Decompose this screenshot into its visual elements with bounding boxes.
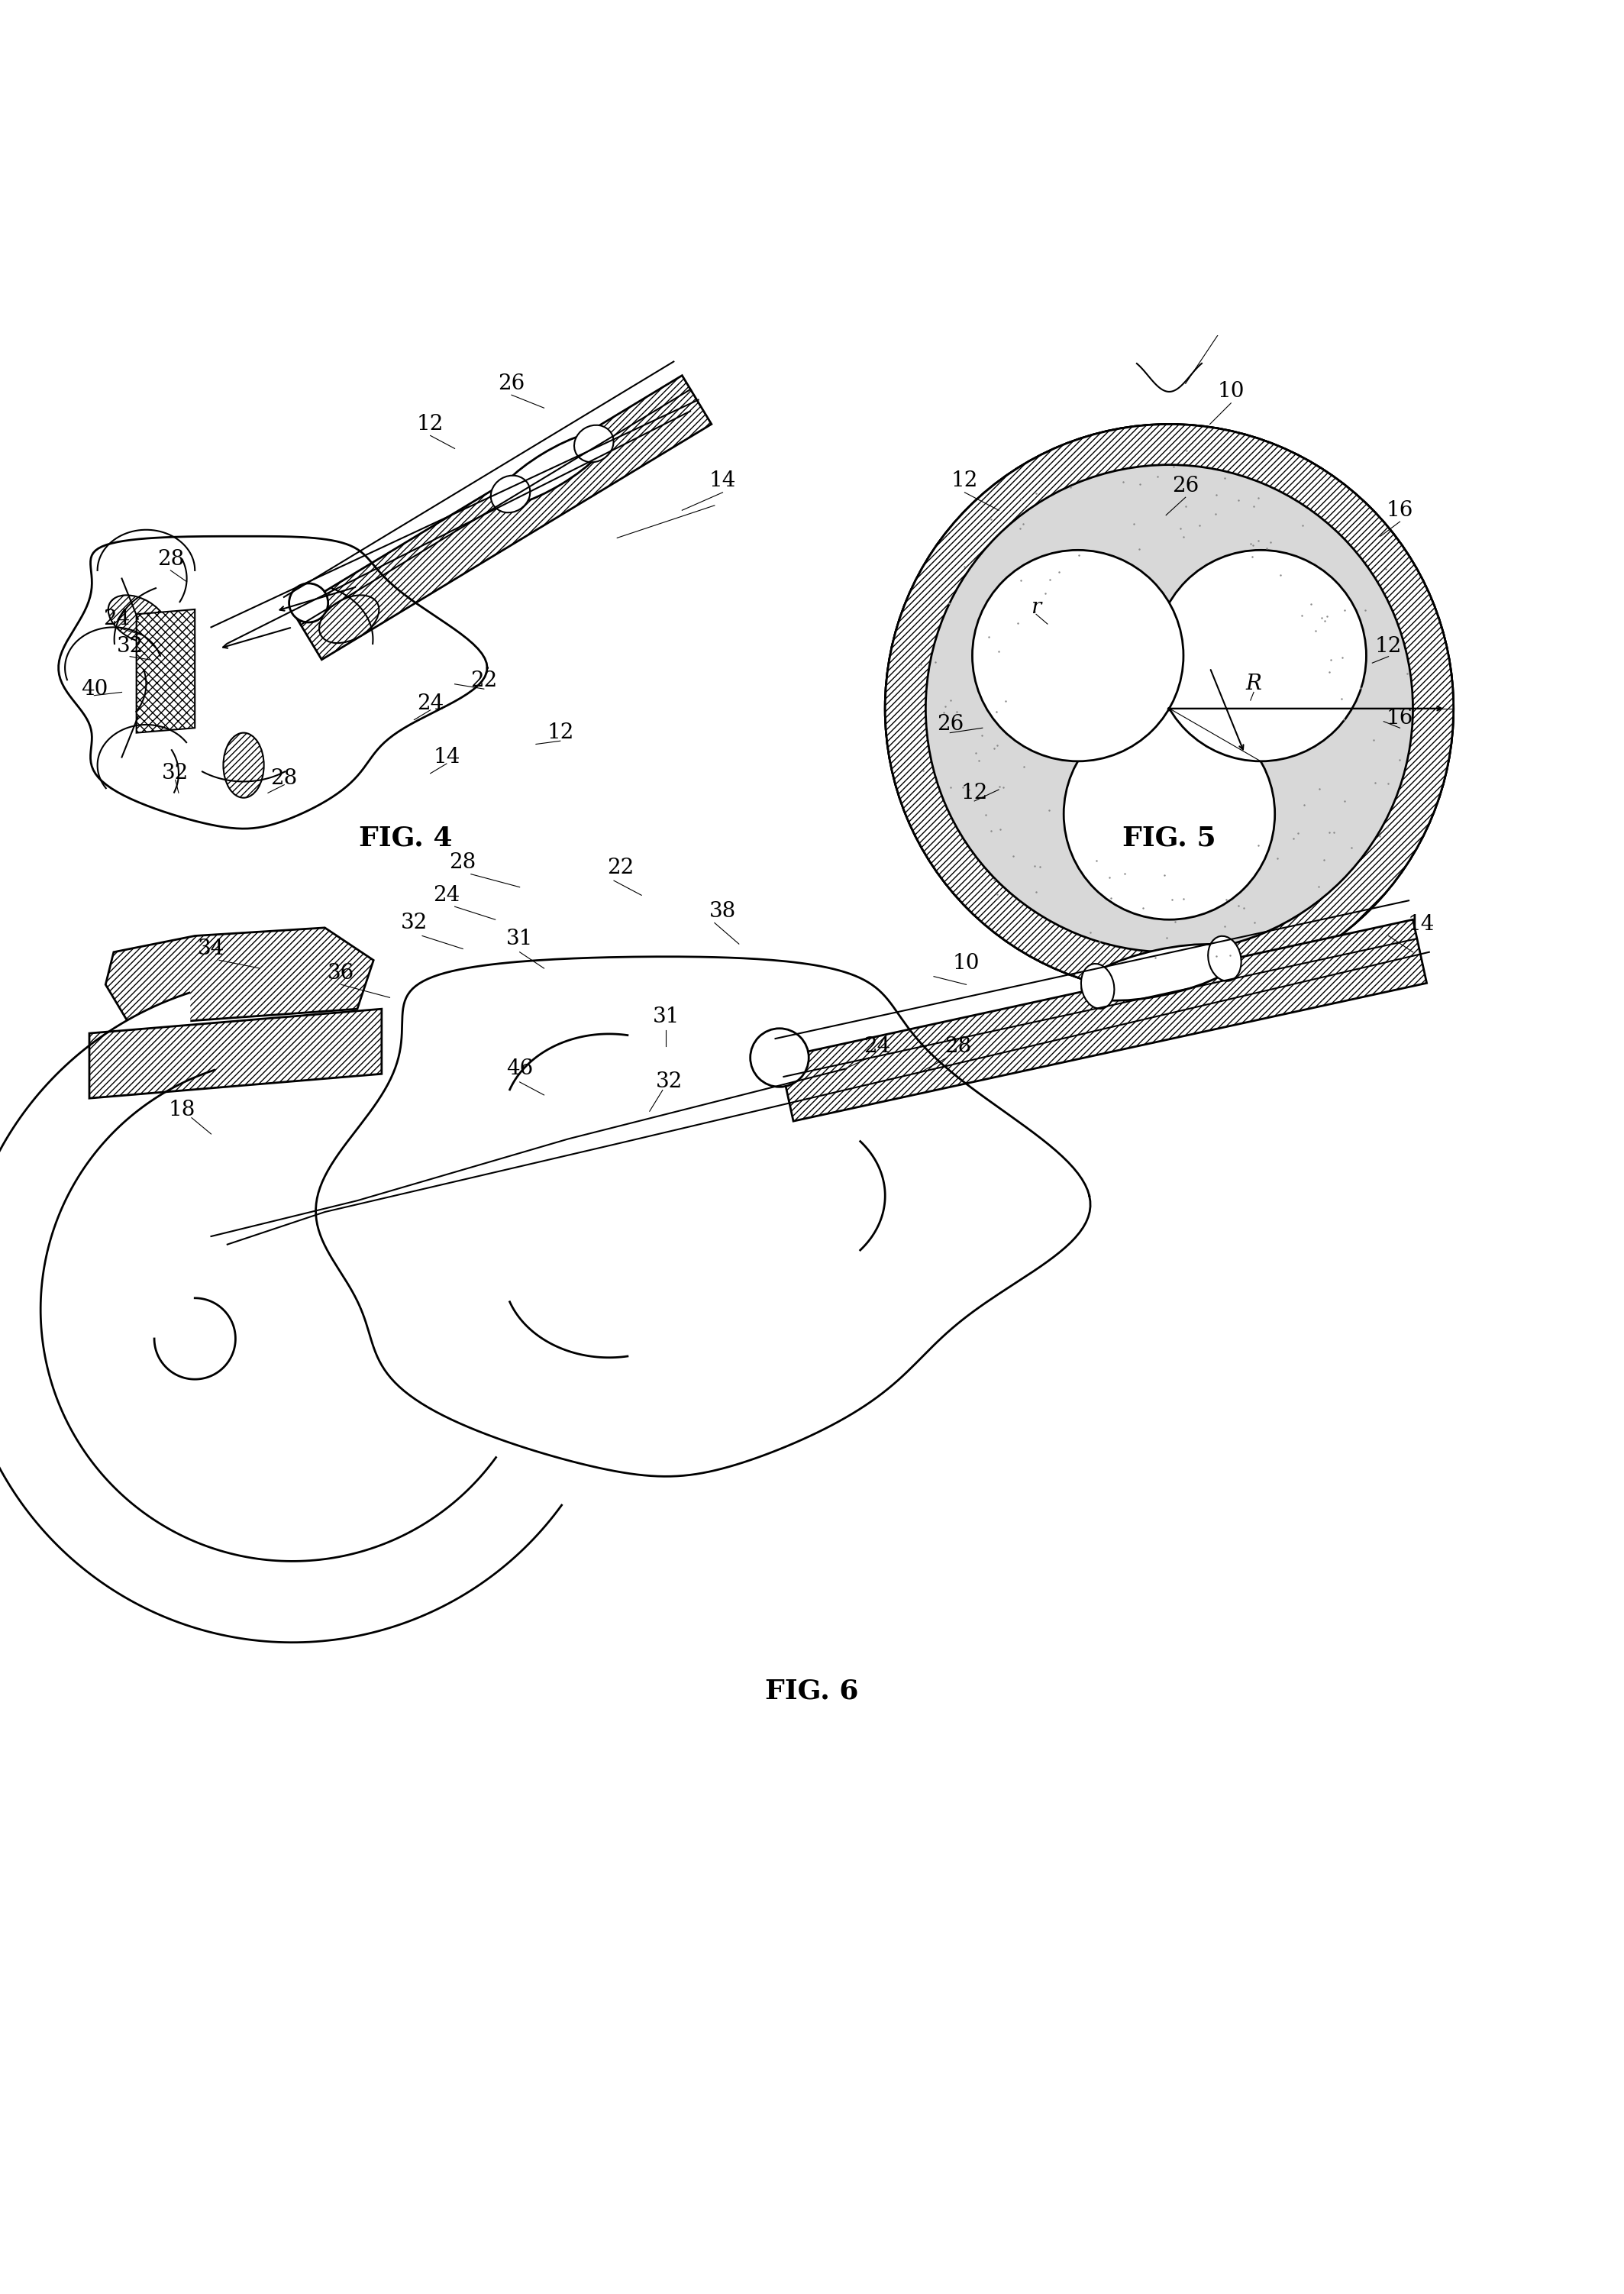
Circle shape [973,551,1184,762]
Text: 38: 38 [710,902,736,922]
Text: 12: 12 [952,470,978,491]
Circle shape [1064,709,1275,920]
Text: 14: 14 [434,748,460,768]
Text: 32: 32 [656,1071,682,1092]
Text: 22: 22 [607,858,633,879]
Text: 46: 46 [507,1060,533,1080]
Text: 12: 12 [1376,635,1402,656]
Ellipse shape [1082,945,1241,1000]
Text: 24: 24 [864,1037,890,1058]
Text: 26: 26 [1173,475,1199,496]
Text: 31: 31 [653,1007,679,1028]
Circle shape [289,583,328,622]
Polygon shape [292,376,711,661]
Text: 16: 16 [1387,500,1413,521]
Text: 16: 16 [1387,709,1413,729]
Text: 26: 26 [499,374,525,395]
Text: 34: 34 [198,938,224,959]
Text: 24: 24 [434,885,460,906]
Ellipse shape [1208,936,1241,982]
Ellipse shape [1082,963,1114,1009]
Text: 10: 10 [1218,381,1244,401]
Text: FIG. 6: FIG. 6 [765,1679,859,1704]
Text: FIG. 4: FIG. 4 [359,826,453,851]
Text: 28: 28 [271,768,297,789]
Text: 12: 12 [417,413,443,434]
Text: 12: 12 [547,723,573,743]
Text: 28: 28 [450,853,476,874]
Circle shape [918,457,1421,961]
Text: r: r [1031,596,1041,617]
Polygon shape [89,1009,382,1099]
Text: 22: 22 [471,670,497,690]
Text: 32: 32 [162,764,188,785]
Ellipse shape [495,431,609,505]
Ellipse shape [109,594,167,642]
Polygon shape [106,927,374,1025]
Circle shape [885,424,1453,993]
Circle shape [1155,551,1366,762]
Ellipse shape [575,424,614,461]
Text: 28: 28 [158,548,184,569]
Text: 12: 12 [961,782,987,803]
Ellipse shape [320,594,378,642]
Text: 10: 10 [953,952,979,973]
Ellipse shape [222,732,263,798]
Text: 32: 32 [117,635,143,656]
Text: R: R [1246,674,1262,695]
Text: 24: 24 [417,693,443,713]
Text: 18: 18 [169,1099,195,1119]
Text: 24: 24 [104,608,130,629]
Polygon shape [136,610,195,732]
Text: 14: 14 [1408,915,1434,934]
Text: 14: 14 [710,470,736,491]
Text: 36: 36 [328,963,354,984]
Text: FIG. 5: FIG. 5 [1122,826,1216,851]
Text: 32: 32 [401,913,427,934]
Text: 26: 26 [937,713,963,734]
Polygon shape [780,920,1427,1122]
Circle shape [750,1028,809,1087]
Text: 28: 28 [945,1037,971,1058]
Ellipse shape [490,475,529,512]
Text: 31: 31 [507,929,533,950]
Text: 40: 40 [81,679,107,700]
